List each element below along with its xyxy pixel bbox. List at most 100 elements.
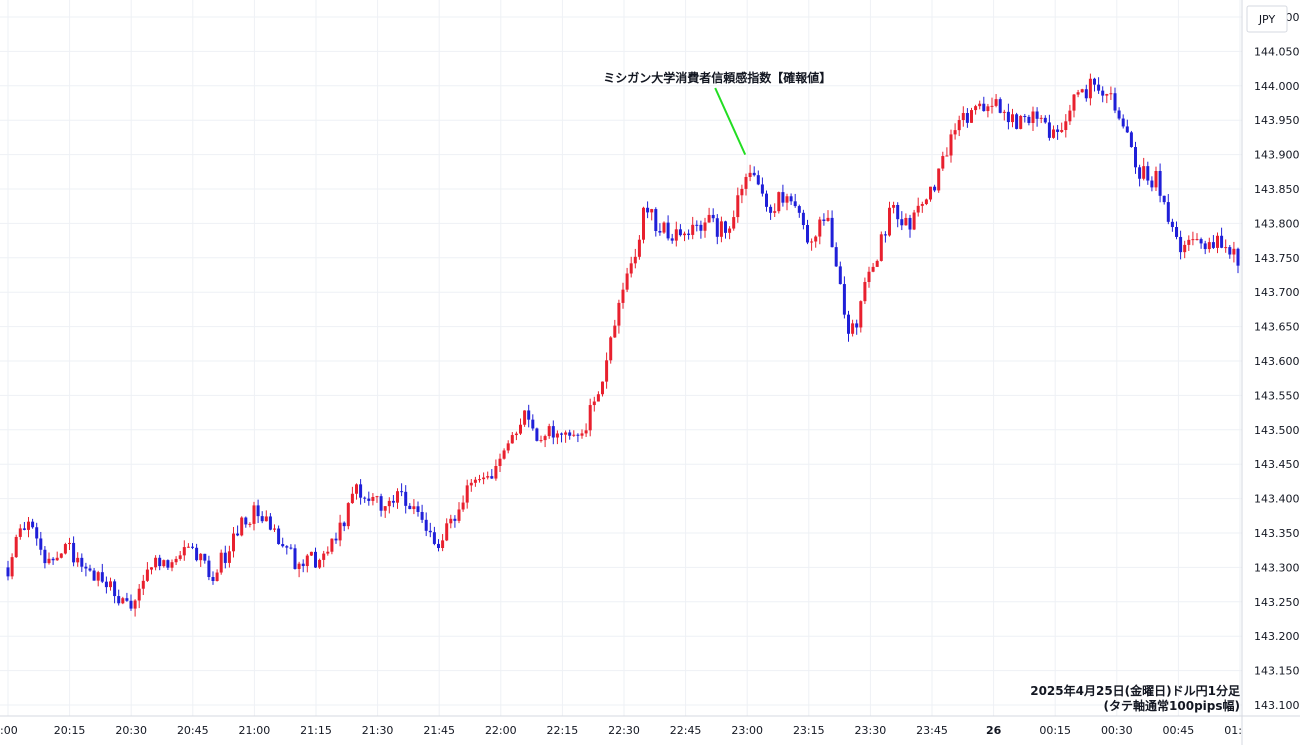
candle-body <box>1027 116 1031 123</box>
candle-body <box>1047 122 1051 138</box>
y-tick-label: 143.900 <box>1254 149 1300 162</box>
candle-body <box>842 284 846 315</box>
candle-body <box>892 204 896 208</box>
candle-body <box>43 549 47 564</box>
candle-body <box>773 211 777 213</box>
x-tick-label: 22:15 <box>547 724 579 737</box>
candle-body <box>1207 242 1211 250</box>
candle-body <box>408 505 412 510</box>
candle-body <box>982 103 986 112</box>
candle-body <box>736 195 740 218</box>
candle-body <box>309 551 313 556</box>
annotation-layer: ミシガン大学消費者信頼感指数【確報値】 <box>603 70 831 156</box>
candle-body <box>424 519 428 531</box>
candle-body <box>1175 227 1178 237</box>
candle-body <box>449 518 453 524</box>
annotation-text: ミシガン大学消費者信頼感指数【確報値】 <box>603 70 831 85</box>
candle-body <box>490 476 494 479</box>
candle-body <box>186 546 190 548</box>
y-tick-label: 143.500 <box>1254 424 1300 437</box>
candle-body <box>1195 239 1199 241</box>
candle-body <box>683 233 686 236</box>
y-tick-label: 143.950 <box>1254 114 1300 127</box>
candle-body <box>867 271 871 282</box>
candle-body <box>572 434 576 436</box>
candle-body <box>498 458 502 466</box>
candle-body <box>765 193 768 207</box>
candle-body <box>289 547 293 549</box>
candle-body <box>22 528 26 530</box>
candle-body <box>461 502 465 510</box>
candle-body <box>1125 126 1129 133</box>
candle-body <box>63 544 67 554</box>
x-tick-label: 23:45 <box>916 724 948 737</box>
candle-body <box>338 522 342 541</box>
y-tick-label: 143.400 <box>1254 493 1300 506</box>
candle-body <box>506 443 510 451</box>
candle-body <box>400 491 404 493</box>
candle-body <box>924 199 928 205</box>
x-tick-label: 01: <box>1224 724 1242 737</box>
candle-body <box>211 577 215 582</box>
candle-body <box>191 546 194 548</box>
candle-body <box>346 503 350 527</box>
candle-body <box>314 551 317 568</box>
candle-body <box>879 234 883 261</box>
x-tick-label: :00 <box>0 724 18 737</box>
candle-body <box>871 266 875 272</box>
candle-body <box>1138 167 1142 179</box>
candle-body <box>728 228 732 233</box>
candle-body <box>318 559 322 568</box>
candle-body <box>92 570 96 581</box>
candle-body <box>1199 239 1203 244</box>
candle-body <box>264 516 268 522</box>
candle-body <box>1150 180 1154 188</box>
candle-body <box>625 273 629 290</box>
candle-body <box>113 581 117 597</box>
candle-body <box>830 217 834 248</box>
candle-body <box>1211 242 1215 248</box>
candle-body <box>543 436 547 441</box>
candle-body <box>855 323 859 328</box>
x-tick-label: 20:15 <box>54 724 86 737</box>
candle-body <box>617 302 621 326</box>
candle-body <box>478 479 481 481</box>
candle-body <box>838 266 842 285</box>
candle-body <box>523 410 527 425</box>
candle-body <box>547 426 551 437</box>
candle-body <box>920 204 924 206</box>
x-tick-label: 00:45 <box>1163 724 1195 737</box>
candle-body <box>1113 93 1117 111</box>
candle-body <box>732 217 736 229</box>
candle-body <box>367 498 371 501</box>
candle-body <box>965 113 969 123</box>
candle-body <box>469 482 473 486</box>
candle-body <box>1093 78 1096 85</box>
x-tick-label: 22:00 <box>485 724 517 737</box>
candle-body <box>1006 111 1010 123</box>
candle-body <box>826 217 830 221</box>
candle-body <box>601 381 604 395</box>
candle-body <box>10 557 14 577</box>
candle-body <box>1011 114 1014 123</box>
y-tick-label: 143.700 <box>1254 286 1300 299</box>
candle-body <box>1220 235 1224 248</box>
candle-body <box>1105 94 1109 96</box>
candle-body <box>937 168 941 191</box>
candle-body <box>1072 94 1076 111</box>
candle-body <box>637 239 641 257</box>
candle-body <box>482 477 486 480</box>
candle-body <box>715 218 719 237</box>
candle-body <box>158 557 162 567</box>
candle-body <box>117 596 121 604</box>
y-tick-label: 143.850 <box>1254 183 1300 196</box>
candle-body <box>908 217 912 230</box>
candle-body <box>560 433 563 435</box>
candle-body <box>51 558 55 561</box>
candle-body <box>1052 129 1055 138</box>
candle-body <box>576 434 580 436</box>
candle-body <box>1129 132 1133 148</box>
candle-body <box>613 325 617 338</box>
